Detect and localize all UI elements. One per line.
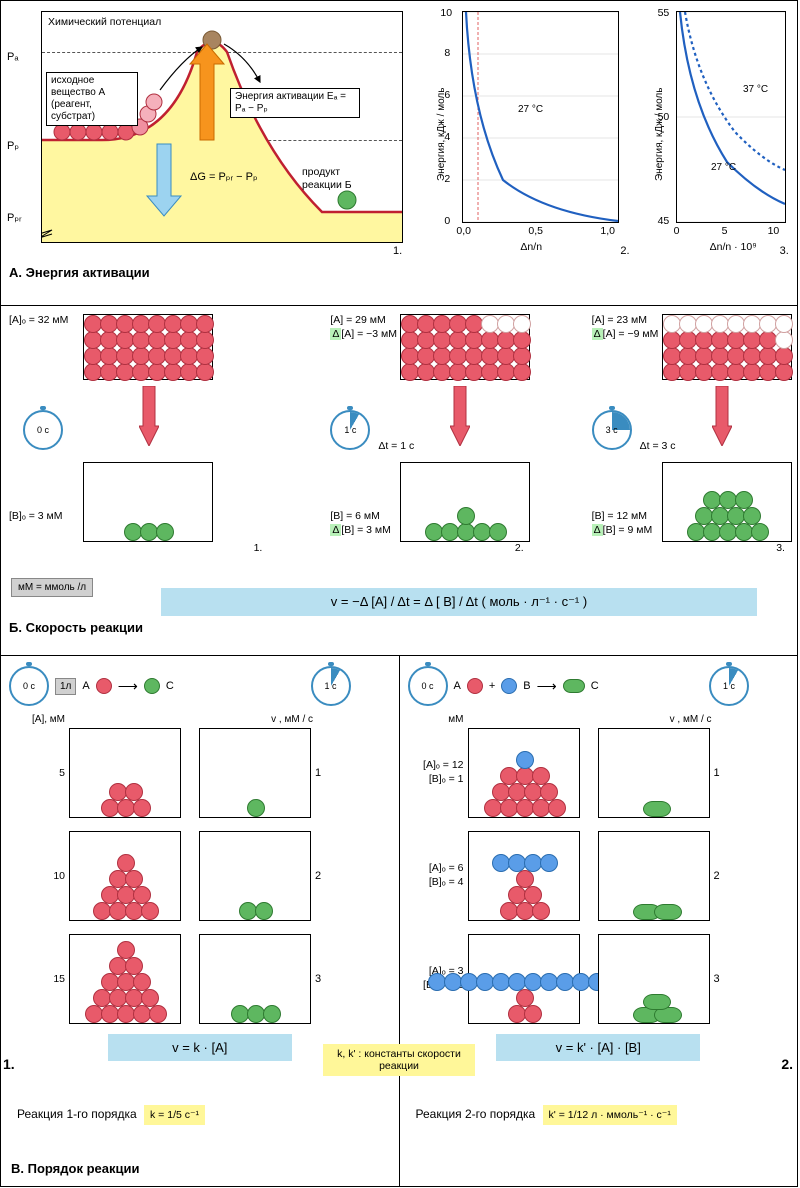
- second-order-formula: v = k' · [A] · [B]: [496, 1034, 700, 1061]
- product-label: продукт реакции Б: [302, 166, 372, 191]
- blue-circle-icon: [501, 678, 517, 694]
- stopwatch-icon: 3 c: [592, 410, 632, 450]
- first-order-row: 10 2: [9, 828, 391, 923]
- rate-state-3: [A] = 23 мМ Δ[A] = −9 мМ 3 c Δt = 3 c [B…: [532, 314, 789, 584]
- reagent-box: [400, 314, 530, 380]
- section-reaction-rate: [A]ₒ = 32 мМ 0 c [B]ₒ = 3 мМ 1. [A] = 29…: [1, 306, 797, 656]
- first-order-row: 15 3: [9, 931, 391, 1026]
- panel-number: 2.: [781, 1056, 793, 1072]
- panel-number: 1.: [3, 1056, 15, 1072]
- chart2-xlabel: Δn/n: [520, 241, 542, 253]
- first-order-formula: v = k · [A]: [108, 1034, 292, 1061]
- svg-text:27 °C: 27 °C: [711, 162, 736, 173]
- stopwatch-icon: 0 c: [408, 666, 448, 706]
- product-box: [83, 462, 213, 542]
- second-order-row: [A]ₒ = 6[B]ₒ = 4 2: [408, 828, 790, 923]
- green-oval-icon: [563, 679, 585, 693]
- mm-note: мМ = ммоль /л: [11, 578, 93, 597]
- stopwatch-icon: 0 c: [23, 410, 63, 450]
- reagent-box: [468, 934, 580, 1024]
- reagent-box: [83, 314, 213, 380]
- species-a-label: A: [82, 680, 89, 692]
- second-order-text: Реакция 2-го порядка: [416, 1107, 536, 1121]
- product-box: [199, 728, 311, 818]
- stopwatch-icon: 0 c: [9, 666, 49, 706]
- chart3-xlabel: Δn/n · 10⁹: [710, 241, 757, 253]
- chart3-ylabel: Энергия, кДж / моль: [654, 88, 665, 181]
- reagent-box: [69, 934, 181, 1024]
- energy-curve-svg: [42, 12, 402, 242]
- delta-g-label: ΔG = Pₚᵣ − Pₚ: [190, 170, 258, 183]
- label-pa: Pₐ: [7, 51, 18, 63]
- product-box: [598, 934, 710, 1024]
- stopwatch-icon: 1 c: [330, 410, 370, 450]
- product-box: [598, 728, 710, 818]
- down-arrow-icon: [712, 386, 732, 446]
- stopwatch-icon: 1 c: [709, 666, 749, 706]
- first-order-panel: 1. 0 c 1л A ⟶ C 1 c [A], мМ v , мМ / c 5…: [1, 656, 400, 1186]
- first-order-text: Реакция 1-го порядка: [17, 1107, 137, 1121]
- reagent-box: [468, 831, 580, 921]
- product-box: [662, 462, 792, 542]
- section-a-title: А. Энергия активации: [1, 261, 797, 288]
- species-c-label: C: [166, 680, 174, 692]
- section-reaction-order: 1. 0 c 1л A ⟶ C 1 c [A], мМ v , мМ / c 5…: [1, 656, 797, 1186]
- energy-chart-27c: Энергия, кДж / моль 27 °C 0 2 4 6 8: [419, 1, 639, 261]
- first-order-row: 5 1: [9, 725, 391, 820]
- rate-state-2: [A] = 29 мМ Δ[A] = −3 мМ 1 c Δt = 1 c [B…: [270, 314, 527, 584]
- reagent-box: [69, 728, 181, 818]
- reagent-box: [662, 314, 792, 380]
- reagent-box: исходное вещество А (реагент, субстрат): [46, 72, 138, 126]
- red-circle-icon: [96, 678, 112, 694]
- svg-text:37 °C: 37 °C: [743, 84, 768, 95]
- product-box: [199, 831, 311, 921]
- species-b-label: B: [523, 680, 530, 692]
- label-ppr: Pₚᵣ: [7, 211, 22, 224]
- second-order-row: [A]ₒ = 12[B]ₒ = 1 1: [408, 725, 790, 820]
- panel-number: 2.: [620, 245, 629, 257]
- svg-text:27 °C: 27 °C: [518, 104, 543, 115]
- k-prime-value: k' = 1/12 л · ммоль⁻¹ · с⁻¹: [543, 1105, 677, 1125]
- down-arrow-icon: [450, 386, 470, 446]
- energy-chart-37c: Энергия, кДж / моль 37 °C 27 °C 45 50 55…: [640, 1, 797, 261]
- panel-number: 1.: [393, 245, 402, 257]
- green-circle-icon: [144, 678, 160, 694]
- red-circle-icon: [467, 678, 483, 694]
- energy-profile-diagram: Pₐ Pₚ Pₚᵣ Химический потенциал: [1, 1, 419, 261]
- rate-formula: v = −Δ [A] / Δt = Δ [ B] / Δt ( моль · л…: [161, 588, 757, 616]
- k-value: k = 1/5 с⁻¹: [144, 1105, 205, 1125]
- panel-number: 3.: [780, 245, 789, 257]
- second-order-row: [A]ₒ = 3[B]ₒ = 12 3: [408, 931, 790, 1026]
- reagent-box: [468, 728, 580, 818]
- second-order-panel: 2. 0 c A + B ⟶ C 1 c мМ v , мМ / c [A]ₒ …: [400, 656, 798, 1186]
- product-box: [199, 934, 311, 1024]
- conc-label: мМ: [408, 714, 464, 725]
- product-box: [400, 462, 530, 542]
- species-c-label: C: [591, 680, 599, 692]
- rate-constants-note: k, k' : константы скорости реакции: [323, 1044, 475, 1076]
- stopwatch-icon: 1 c: [311, 666, 351, 706]
- rate-label: v , мМ / c: [183, 714, 313, 725]
- rate-label: v , мМ / c: [582, 714, 712, 725]
- section-c-title: В. Порядок реакции: [3, 1153, 147, 1184]
- label-pp: Pₚ: [7, 139, 19, 152]
- product-box: [598, 831, 710, 921]
- down-arrow-icon: [139, 386, 159, 446]
- conc-label: [A], мМ: [9, 714, 65, 725]
- rate-state-1: [A]ₒ = 32 мМ 0 c [B]ₒ = 3 мМ 1.: [9, 314, 266, 584]
- activation-energy-box: Энергия активации Eₐ = Pₐ − Pₚ: [230, 88, 360, 118]
- reagent-box: [69, 831, 181, 921]
- species-a-label: A: [454, 680, 461, 692]
- section-activation-energy: Pₐ Pₚ Pₚᵣ Химический потенциал: [1, 1, 797, 306]
- volume-flag: 1л: [55, 678, 76, 695]
- section-b-title: Б. Скорость реакции: [1, 616, 797, 643]
